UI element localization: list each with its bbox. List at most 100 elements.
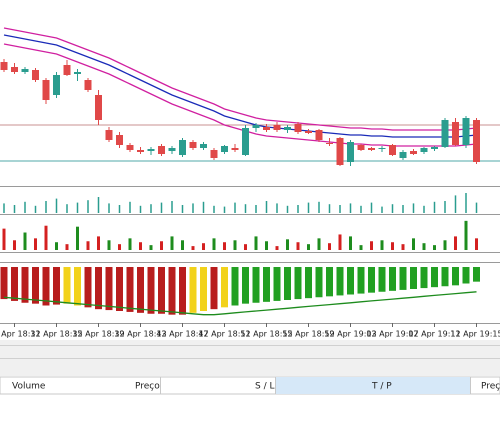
candle-body <box>242 128 249 155</box>
candle-body <box>158 146 165 154</box>
candle-body <box>378 148 386 149</box>
candle-body <box>410 151 417 154</box>
x-tick-label: 12 Apr 19:11 <box>408 330 460 339</box>
bar <box>381 206 383 213</box>
bar <box>42 267 50 306</box>
column-dividers <box>160 377 471 394</box>
column-header[interactable]: T / P <box>371 382 392 392</box>
bar <box>475 202 478 213</box>
bar <box>399 267 407 290</box>
bar <box>168 267 176 315</box>
bar <box>223 206 226 213</box>
bar <box>139 242 142 250</box>
bar <box>181 240 184 250</box>
bar <box>221 267 228 308</box>
bar <box>191 246 195 250</box>
bar <box>13 205 16 213</box>
bar <box>244 244 247 250</box>
bar <box>380 240 384 250</box>
column-header[interactable]: Volume <box>12 382 46 392</box>
indicator-line <box>3 34 477 138</box>
bar <box>126 267 134 312</box>
bar <box>202 201 205 213</box>
bar <box>462 267 470 284</box>
candle-body <box>179 140 186 155</box>
bar <box>171 201 173 213</box>
bar <box>338 234 342 250</box>
signal-line <box>3 291 477 316</box>
bar <box>189 267 197 313</box>
bar <box>44 225 48 250</box>
column-header[interactable]: Preço <box>135 382 160 392</box>
bar <box>443 240 447 250</box>
x-tick-label: 12 Apr 18:55 <box>240 330 292 339</box>
bar <box>349 236 352 250</box>
candle-body <box>168 148 176 151</box>
bar <box>192 203 194 213</box>
candle-body <box>431 147 438 149</box>
bar <box>150 204 152 213</box>
bar <box>213 205 215 213</box>
candle-body <box>32 70 39 80</box>
bar <box>254 236 258 250</box>
bar <box>74 267 81 306</box>
candle-body <box>95 95 102 120</box>
column-header[interactable]: Preço <box>481 382 500 392</box>
bar <box>118 205 121 213</box>
bar <box>170 236 174 250</box>
bar <box>158 267 165 314</box>
bar <box>76 202 79 213</box>
bar <box>433 245 436 250</box>
candle-body <box>252 125 260 128</box>
candle-body <box>84 80 92 90</box>
candle-body <box>368 148 375 150</box>
bar <box>389 267 396 291</box>
bar <box>21 267 29 303</box>
bar <box>391 242 394 250</box>
bar <box>297 205 299 213</box>
bar <box>84 267 92 308</box>
bar <box>286 205 289 213</box>
x-tick-label: 12 Apr 19:07 <box>366 330 418 339</box>
bar <box>431 267 438 288</box>
bar <box>160 241 163 250</box>
bar <box>368 267 375 293</box>
bar <box>13 240 16 250</box>
bar <box>55 242 58 250</box>
candle-body <box>126 145 134 150</box>
bar <box>473 267 480 282</box>
indicator-line <box>3 27 477 131</box>
bar <box>284 267 291 300</box>
bar <box>149 245 153 250</box>
column-header[interactable]: S / L <box>255 382 274 392</box>
x-tick-label: 12 Apr 19:03 <box>324 330 376 339</box>
bar <box>294 267 302 300</box>
bar <box>328 243 331 250</box>
bar <box>202 243 205 250</box>
bar <box>128 238 132 250</box>
candle-body <box>147 149 155 151</box>
bar <box>252 267 260 303</box>
bar <box>441 267 449 287</box>
bar <box>265 241 268 250</box>
candle-body <box>116 135 123 145</box>
bar <box>307 202 310 213</box>
bar <box>273 267 281 301</box>
x-tick-label: 12 Apr 18:59 <box>282 330 334 339</box>
x-tick-label: 12 Apr 18:43 <box>114 330 166 339</box>
candle-body <box>441 120 449 147</box>
bar <box>76 226 79 250</box>
bar <box>24 201 26 213</box>
bar <box>391 204 394 213</box>
panel-separators <box>0 186 500 324</box>
candle-body <box>347 142 354 162</box>
candle-body <box>42 80 50 100</box>
bar <box>65 244 69 250</box>
candle-body <box>74 72 81 74</box>
candle-body <box>389 145 396 155</box>
candle-body <box>21 69 29 72</box>
bar <box>420 267 428 289</box>
bar <box>275 246 279 250</box>
x-tick-label: 12 Apr 18:51 <box>198 330 250 339</box>
